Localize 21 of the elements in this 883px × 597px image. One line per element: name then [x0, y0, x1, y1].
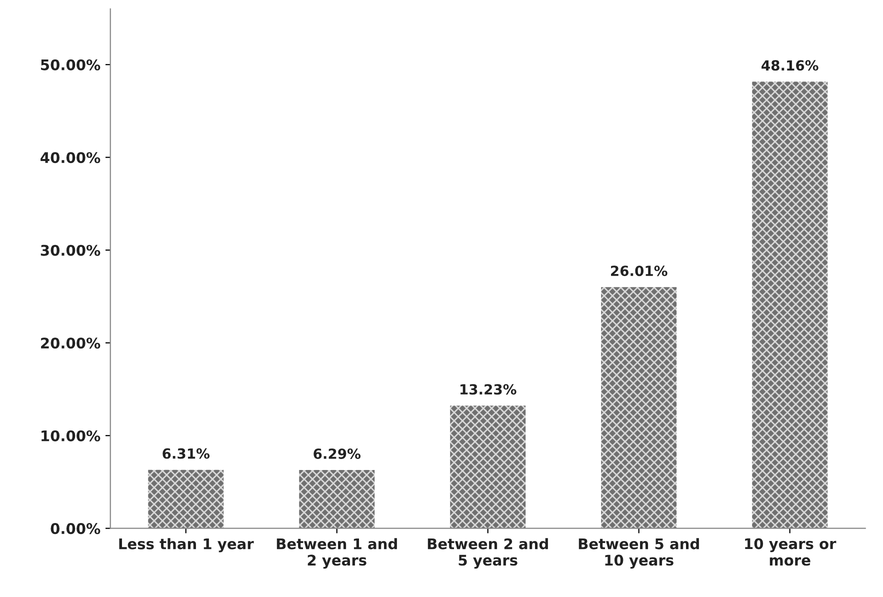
data-label: 26.01% — [611, 266, 668, 276]
x-tick-label: Between 1 and 2 years — [276, 538, 397, 569]
data-label: 6.31% — [162, 448, 210, 459]
bar — [450, 406, 526, 528]
y-tick-label: 0.00% — [50, 523, 100, 534]
bar — [601, 287, 677, 528]
bar — [148, 470, 224, 528]
y-tick-label: 30.00% — [40, 244, 100, 256]
data-label: 48.16% — [762, 60, 818, 71]
bar — [752, 82, 828, 528]
x-tick-label: 10 years or more — [745, 538, 836, 566]
y-tick-label: 20.00% — [41, 338, 100, 349]
data-label: 6.29% — [314, 448, 361, 459]
data-label: 13.23% — [460, 384, 516, 395]
x-tick-label: Between 2 and 5 years — [428, 538, 548, 569]
y-tick-label: 50.00% — [41, 59, 100, 70]
bar — [299, 470, 375, 528]
x-tick-label: Between 5 and 10 years — [578, 538, 699, 569]
y-tick-label: 40.00% — [40, 152, 100, 164]
x-tick-label: Less than 1 year — [119, 538, 254, 552]
y-tick-label: 10.00% — [42, 430, 100, 442]
